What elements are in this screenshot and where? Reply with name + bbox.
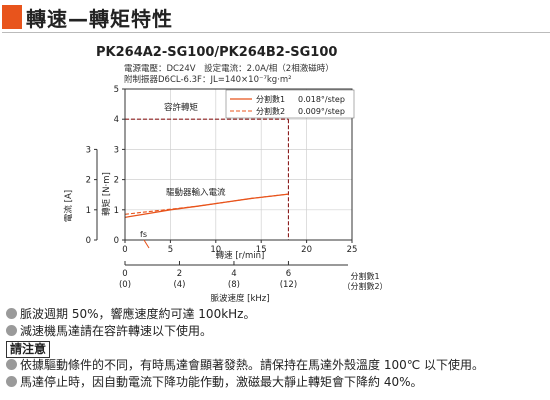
note-item: 減速機馬達請在容許轉速以下使用。 [6,323,546,340]
notes-section: 脈波週期 50%，響應速度約可達 100kHz。 減速機馬達請在容許轉速以下使用… [6,306,546,391]
torque-tick-label: 5 [114,85,119,95]
note-item: 脈波週期 50%，響應速度約可達 100kHz。 [6,306,546,323]
pulse-legend-2: （分割數2） [342,281,387,291]
chart-title: PK264A2-SG100/PK264B2-SG100 [96,45,337,60]
x-tick-label: 0 [122,245,127,255]
bullet-icon [6,359,17,370]
pulse-tick-label: 6 [286,269,291,279]
x-tick-label: 15 [256,245,267,255]
pulse-tick-label-div2: (4) [173,280,185,290]
pulse-tick-label: 0 [122,269,127,279]
caution-title: 請注意 [6,341,51,358]
note-text: 脈波週期 50%，響應速度約可達 100kHz。 [20,307,256,321]
pulse-axis-label: 脈波速度 [kHz] [210,293,269,304]
legend-name-2: 分割數2 [256,106,285,116]
section-title: 轉速—轉矩特性 [26,7,173,31]
legend-value-1: 0.018°/step [298,95,345,104]
driver-current-label: 驅動器輸入電流 [166,187,226,198]
header-divider [2,32,550,33]
plot-area [124,88,353,241]
current-tick-label: 0 [86,236,91,246]
current-tick-label: 1 [86,206,91,216]
allowable-torque-line [125,118,289,240]
pulse-tick-label: 4 [231,269,236,279]
pulse-legend-1: 分割數1 [350,271,379,281]
current-tick-label: 2 [86,176,91,186]
orange-square-icon [2,5,22,29]
caution-text: 馬達停止時，因自動電流下降功能作動，激磁最大靜止轉矩會下降約 40%。 [20,375,423,389]
speed-torque-chart: PK264A2-SG100/PK264B2-SG100 電源電壓：DC24V 設… [63,45,388,304]
pulse-tick-label-div2: (0) [119,280,131,290]
x-tick-label: 25 [347,245,358,255]
caution-item: 依據驅動條件的不同，有時馬達會顯著發熱。請保持在馬達外殼溫度 100℃ 以下使用… [6,357,546,374]
x-tick-label: 5 [168,245,173,255]
note-text: 減速機馬達請在容許轉速以下使用。 [20,324,213,338]
pulse-tick-label-div2: (8) [228,280,240,290]
x-axis-ticks: 0 5 10 15 20 25 [122,240,357,255]
pulse-axis-ticks: 0(0) 2(4) 4(8) 6(12) [119,261,297,290]
chart-series [124,193,289,218]
condition-line-2: 附制振器D6CL-6.3F：JL=140×10⁻⁷kg·m² [124,74,292,85]
chart-legend: 分割數1 0.018°/step 分割數2 0.009°/step [225,89,355,119]
allowable-torque-label: 容許轉矩 [164,102,199,113]
fs-label: fs [140,230,147,239]
section-header: 轉速—轉矩特性 [0,0,550,34]
current-axis-label: 電流 [A] [63,190,74,222]
x-axis-label: 轉速 [r/min] [216,250,265,261]
caution-header: 請注意 [6,340,546,358]
x-tick-label: 10 [210,245,221,255]
bullet-icon [6,325,17,336]
pulse-tick-label-div2: (12) [280,280,297,290]
fs-marker [143,239,150,249]
bullet-icon [6,376,17,387]
legend-name-1: 分割數1 [256,94,285,104]
caution-item: 馬達停止時，因自動電流下降功能作動，激磁最大靜止轉矩會下降約 40%。 [6,374,546,391]
pulse-tick-label: 2 [177,269,182,279]
current-axis-ticks: 0 1 2 3 [86,145,98,246]
condition-line-1: 電源電壓：DC24V 設定電流：2.0A/相（2相激磁時） [124,63,334,74]
series-line-2 [124,193,289,215]
caution-text: 依據驅動條件的不同，有時馬達會顯著發熱。請保持在馬達外殼溫度 100℃ 以下使用… [20,358,485,372]
current-tick-label: 3 [86,145,91,155]
torque-axis-ticks: 0 1 2 3 4 5 [114,85,125,246]
bullet-icon [6,308,17,319]
legend-box [225,89,355,119]
torque-tick-label: 1 [114,206,119,216]
torque-axis-label: 轉矩 [N·m] [101,172,112,216]
x-tick-label: 20 [301,245,312,255]
torque-tick-label: 0 [114,236,119,246]
torque-tick-label: 2 [114,176,119,186]
legend-value-2: 0.009°/step [298,107,345,116]
torque-tick-label: 3 [114,145,119,155]
torque-tick-label: 4 [114,115,119,125]
pulse-speed-axis: 0(0) 2(4) 4(8) 6(12) 脈波速度 [kHz] 分割數1 （分割數2） [119,261,388,304]
